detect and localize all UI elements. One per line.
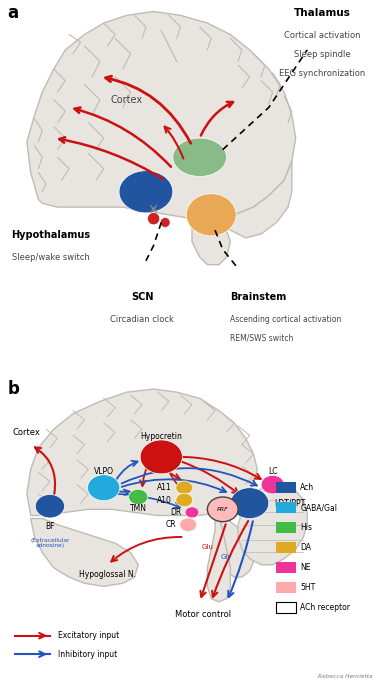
Ellipse shape (176, 481, 193, 495)
Ellipse shape (119, 171, 173, 213)
Text: CR: CR (165, 520, 176, 530)
Polygon shape (27, 12, 296, 219)
Text: DR: DR (170, 508, 181, 517)
Text: Inhibitory input: Inhibitory input (58, 649, 117, 659)
Text: Cortex: Cortex (111, 95, 143, 105)
Polygon shape (238, 485, 307, 564)
Text: His: His (300, 523, 312, 532)
Text: Sleep spindle: Sleep spindle (294, 50, 351, 59)
Text: Excitatory input: Excitatory input (58, 631, 119, 640)
Text: PRF: PRF (217, 507, 228, 512)
Bar (276, 582, 296, 593)
Text: Gly: Gly (221, 553, 232, 560)
Text: Hypoglossal N.: Hypoglossal N. (79, 569, 136, 579)
Polygon shape (31, 519, 138, 586)
Text: EEG synchronization: EEG synchronization (280, 69, 366, 78)
Text: LC: LC (268, 467, 277, 476)
Text: VLPO: VLPO (94, 467, 114, 476)
Bar (276, 502, 296, 513)
Ellipse shape (35, 495, 65, 518)
Text: Cortex: Cortex (13, 427, 41, 437)
Polygon shape (215, 161, 292, 238)
Text: LDT/PPT: LDT/PPT (275, 499, 306, 508)
Polygon shape (192, 219, 230, 264)
Text: Sleep/wake switch: Sleep/wake switch (12, 253, 89, 262)
Ellipse shape (185, 507, 199, 518)
Ellipse shape (207, 497, 238, 522)
Bar (276, 482, 296, 493)
Ellipse shape (230, 488, 269, 519)
Text: Hypothalamus: Hypothalamus (12, 230, 91, 240)
Ellipse shape (147, 212, 160, 225)
Ellipse shape (88, 475, 120, 501)
Text: Thalamus: Thalamus (294, 8, 351, 18)
Text: 5HT: 5HT (300, 584, 316, 593)
Ellipse shape (180, 518, 197, 532)
Text: Cortical activation: Cortical activation (284, 31, 361, 40)
Text: A10: A10 (157, 495, 172, 505)
Text: BF: BF (45, 522, 55, 532)
Polygon shape (207, 515, 230, 602)
Text: SCN: SCN (131, 292, 153, 301)
Bar (276, 562, 296, 573)
Polygon shape (27, 389, 257, 515)
Bar (276, 522, 296, 534)
Text: Circadian clock: Circadian clock (110, 314, 174, 323)
Ellipse shape (129, 489, 148, 505)
Text: (Extracellular
adnosine): (Extracellular adnosine) (30, 538, 70, 549)
Text: REM/SWS switch: REM/SWS switch (230, 334, 294, 342)
Bar (276, 543, 296, 553)
Text: Hypocretin: Hypocretin (140, 432, 182, 441)
Text: b: b (8, 379, 20, 398)
Ellipse shape (160, 218, 170, 227)
Text: a: a (8, 4, 19, 22)
Text: TMN: TMN (130, 504, 147, 513)
Polygon shape (219, 512, 253, 577)
Text: Ascending cortical activation: Ascending cortical activation (230, 314, 342, 323)
Bar (276, 602, 296, 614)
Text: GABA/Gal: GABA/Gal (300, 503, 337, 512)
Text: Rebecca Henrietta: Rebecca Henrietta (318, 674, 372, 679)
Ellipse shape (261, 475, 284, 494)
Text: DA: DA (300, 543, 311, 552)
Text: A11: A11 (157, 483, 172, 493)
Ellipse shape (140, 440, 182, 474)
Ellipse shape (186, 194, 236, 236)
Text: Glu: Glu (202, 545, 213, 550)
Text: ACh receptor: ACh receptor (300, 603, 350, 612)
Text: NE: NE (300, 563, 311, 573)
Ellipse shape (176, 493, 193, 507)
Ellipse shape (173, 138, 227, 177)
Text: Brainstem: Brainstem (230, 292, 286, 301)
Text: Ach: Ach (300, 483, 314, 493)
Text: Motor control: Motor control (175, 610, 232, 619)
